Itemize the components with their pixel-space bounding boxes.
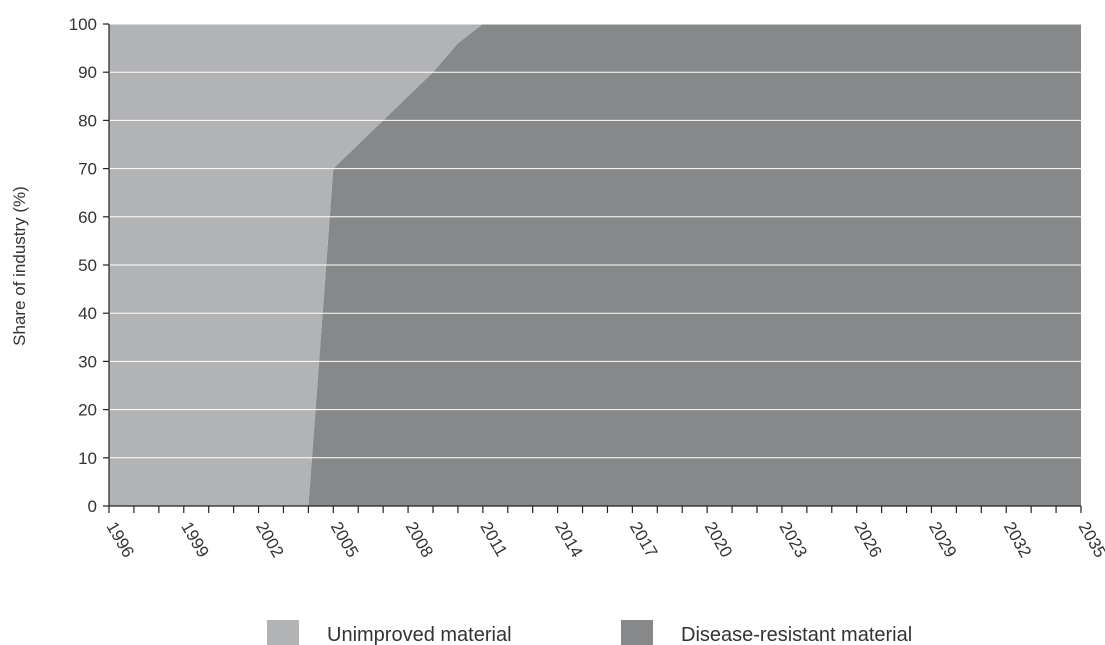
x-tick-label: 2023 [775,519,810,561]
y-tick-label: 40 [78,304,97,323]
area-series-1 [109,24,1081,506]
x-tick-label: 2005 [327,519,362,561]
legend-swatch [621,620,653,645]
x-tick-label: 2029 [925,519,960,561]
y-tick-label: 70 [78,160,97,179]
x-tick-label: 2020 [701,519,736,561]
legend-swatch [267,620,299,645]
y-tick-label: 20 [78,401,97,420]
x-tick-label: 1996 [103,519,138,561]
x-tick-label: 2026 [850,519,885,561]
y-axis-label: Share of industry (%) [10,186,29,346]
x-tick-label: 2032 [1000,519,1035,561]
y-tick-label: 50 [78,256,97,275]
y-tick-label: 60 [78,208,97,227]
x-tick-label: 2017 [626,519,661,561]
y-tick-label: 30 [78,352,97,371]
y-tick-label: 10 [78,449,97,468]
legend-label: Disease-resistant material [681,624,912,645]
x-tick-label: 2011 [476,519,511,560]
y-tick-label: 0 [88,497,97,516]
x-tick-label: 2008 [402,519,437,561]
y-tick-label: 100 [69,15,97,34]
x-tick-label: 2035 [1075,519,1105,561]
legend: Unimproved material Disease-resistant mat… [267,620,912,645]
x-tick-label: 1999 [177,519,212,561]
x-tick-label: 2002 [252,519,287,561]
x-tick-label: 2014 [551,519,586,561]
legend-label: Unimproved material [327,624,512,645]
y-tick-label: 80 [78,111,97,130]
y-tick-label: 90 [78,63,97,82]
gridlines [109,23,1081,459]
